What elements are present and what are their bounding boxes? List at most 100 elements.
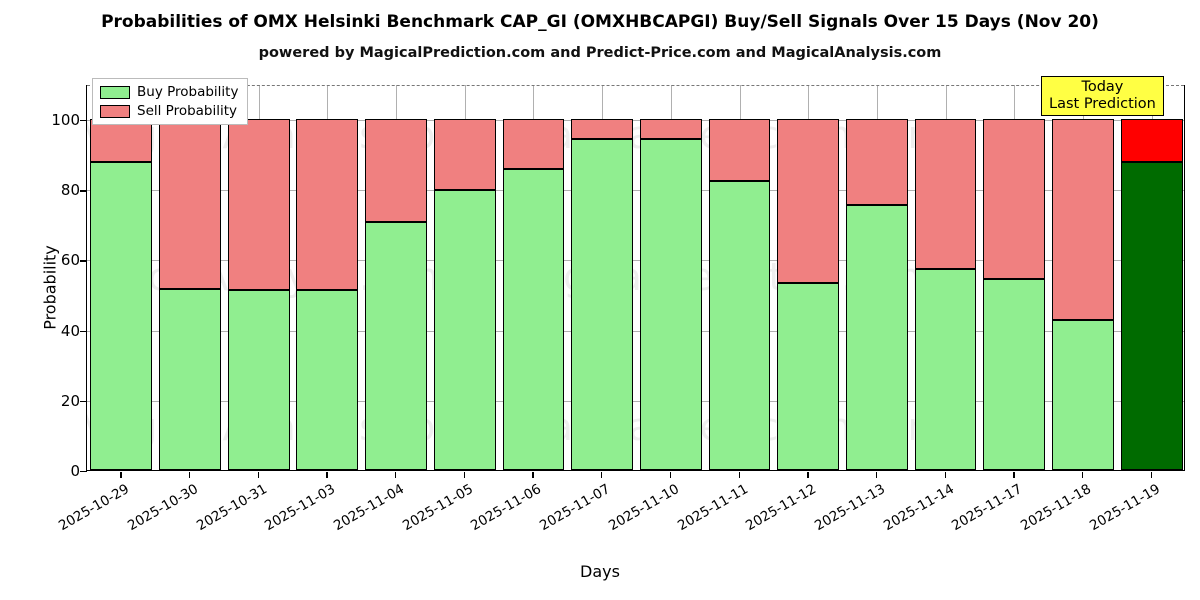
y-tick-label: 0 [70,462,80,480]
today-annotation-line1: Today [1081,79,1124,95]
bar-stack[interactable] [983,119,1046,470]
bar-stack[interactable] [296,119,359,470]
bar-segment-sell[interactable] [227,119,290,290]
legend-label: Sell Probability [137,103,238,119]
x-tick-label: 2025-11-13 [811,481,888,535]
x-tick-mark [669,472,672,478]
bar-segment-buy[interactable] [1120,161,1183,470]
bar-segment-buy[interactable] [433,190,496,470]
bar-segment-sell[interactable] [571,119,634,140]
x-tick-mark [1013,472,1015,478]
y-tick-mark [80,120,86,122]
x-tick-mark [120,472,122,478]
y-tick-mark [80,260,86,262]
bar-stack[interactable] [571,119,634,470]
bar-segment-sell[interactable] [777,119,840,283]
bar-segment-buy[interactable] [708,181,771,470]
bar-stack[interactable] [159,119,221,470]
bar-segment-buy[interactable] [90,162,153,470]
x-tick-label: 2025-11-14 [880,481,957,535]
bar-stack[interactable] [914,119,977,470]
y-axis-tick-labels: 0 20 40 60 80 100 [20,0,80,600]
chart-legend: Buy Probability Sell Probability [92,78,249,125]
y-tick-mark [80,400,86,403]
bar-stack[interactable] [639,119,702,470]
y-tick-mark [80,330,86,332]
x-tick-label: 2025-11-17 [949,481,1026,535]
bar-segment-buy[interactable] [983,279,1046,470]
bar-segment-sell[interactable] [708,119,771,182]
y-axis-line [86,85,88,472]
today-annotation-line2: Last Prediction [1049,95,1156,112]
x-tick-label: 2025-10-30 [125,481,202,535]
bar-segment-buy[interactable] [845,204,908,470]
bar-segment-buy[interactable] [227,289,290,470]
bar-stack[interactable] [708,119,771,470]
bar-segment-sell[interactable] [90,119,153,163]
bar-stack[interactable] [433,119,496,470]
bar-stack[interactable] [1052,119,1114,470]
x-tick-label: 2025-11-07 [537,481,614,535]
x-tick-label: 2025-11-12 [743,481,820,535]
bar-segment-sell[interactable] [296,119,359,290]
bar-stack[interactable] [90,119,153,470]
legend-swatch [100,104,130,118]
bar-stack[interactable] [1120,119,1183,470]
bar-segment-buy[interactable] [639,139,702,470]
bar-segment-sell[interactable] [365,119,427,222]
x-tick-mark [875,472,878,478]
x-tick-label: 2025-11-06 [468,481,545,535]
bar-segment-sell[interactable] [1120,119,1183,162]
bar-segment-buy[interactable] [571,139,634,470]
bar-segment-sell[interactable] [639,119,702,140]
bar-segment-buy[interactable] [1052,320,1114,470]
x-tick-mark [395,472,397,478]
legend-swatch [100,85,130,99]
x-tick-mark [1150,472,1152,478]
x-tick-label: 2025-11-19 [1086,481,1163,535]
x-tick-mark [944,472,946,478]
bar-segment-sell[interactable] [433,119,496,191]
bar-stack[interactable] [227,119,290,470]
y-tick-mark [80,190,86,192]
x-tick-mark [326,472,328,478]
y-tick-label: 20 [60,391,80,410]
gridline-horizontal [87,330,1184,332]
bar-segment-buy[interactable] [365,221,427,470]
legend-item[interactable]: Buy Probability [100,84,238,100]
legend-item[interactable]: Sell Probability [100,103,238,119]
bar-series-layer [87,85,1184,470]
plot-area: MagicalAnalysis.comMagicalPrediction.com… [86,85,1185,471]
bar-segment-buy[interactable] [159,289,221,470]
x-tick-mark [807,472,809,478]
chart-title: Probabilities of OMX Helsinki Benchmark … [101,12,1099,32]
bar-segment-sell[interactable] [159,119,221,290]
legend-label: Buy Probability [137,84,239,100]
bar-segment-sell[interactable] [502,119,565,170]
gridline-horizontal [87,400,1184,402]
bar-segment-sell[interactable] [845,119,908,205]
bar-segment-sell[interactable] [983,119,1046,280]
bar-stack[interactable] [845,119,908,470]
x-tick-label: 2025-11-10 [605,481,682,535]
chart-subtitle: powered by MagicalPrediction.com and Pre… [258,45,942,61]
x-tick-label: 2025-10-31 [193,481,270,535]
bar-segment-buy[interactable] [502,169,565,470]
x-tick-mark [189,472,191,478]
x-tick-label: 2025-11-04 [331,481,408,535]
bar-segment-buy[interactable] [296,289,359,470]
bar-segment-sell[interactable] [914,119,977,269]
bar-segment-buy[interactable] [914,268,977,470]
x-tick-mark [257,472,260,478]
bar-stack[interactable] [502,119,565,470]
y-tick-mark [80,471,86,473]
bar-segment-sell[interactable] [1052,119,1114,321]
x-tick-label: 2025-11-05 [399,481,476,535]
y-tick-label: 80 [60,181,80,200]
gridline-horizontal [87,120,1184,122]
y-tick-label: 100 [51,111,80,130]
bar-stack[interactable] [365,119,427,470]
bar-stack[interactable] [777,119,840,470]
bar-segment-buy[interactable] [777,282,840,470]
